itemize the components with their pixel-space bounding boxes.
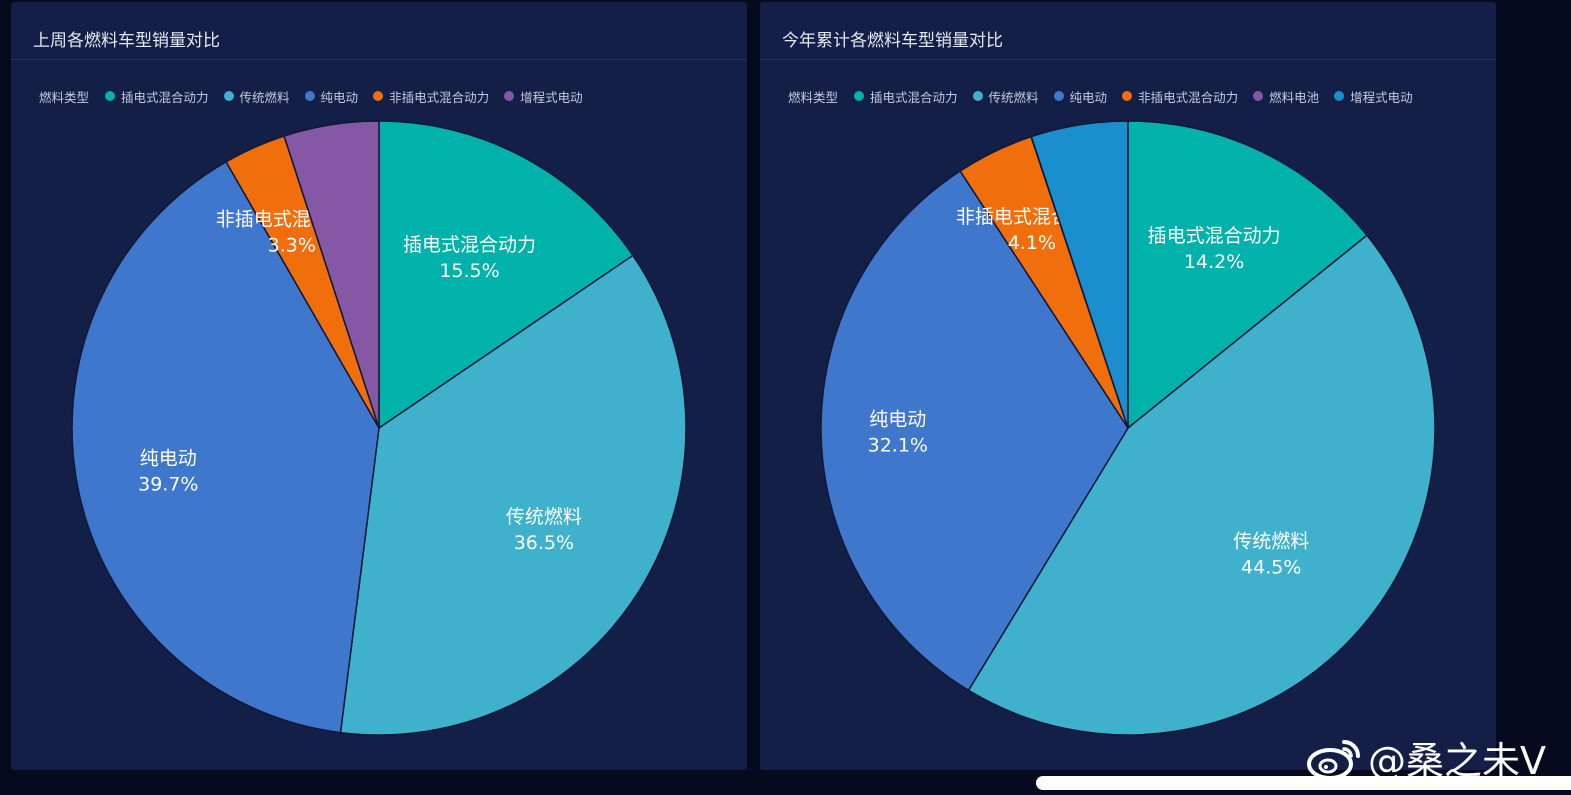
legend-item[interactable]: 传统燃料 [223,87,290,106]
slice-label-name: 纯电动 [869,409,926,431]
legend-label: 非插电式混合动力 [389,89,490,105]
legend-swatch [304,91,315,101]
legend-label: 非插电式混合动力 [1138,89,1239,105]
legend: 燃料类型 插电式混合动力 传统燃料 纯电动 非插电式混合动力 燃料电池 增程式电… [788,86,1428,106]
legend-label: 传统燃料 [239,89,290,105]
legend-swatch [1122,91,1133,101]
legend-item[interactable]: 增程式电动 [1334,87,1413,106]
legend-swatch [1053,91,1064,101]
legend-swatch [972,91,983,101]
legend-label: 纯电动 [320,89,359,105]
chart-title: 上周各燃料车型销量对比 [33,31,220,51]
legend-item[interactable]: 纯电动 [304,87,359,106]
legend-item[interactable]: 非插电式混合动力 [1122,87,1238,106]
weibo-icon [1307,739,1360,780]
slice-label-value: 4.1% [1008,232,1056,254]
legend-label: 传统燃料 [988,89,1039,105]
title-divider [11,59,747,60]
legend-item[interactable]: 插电式混合动力 [854,87,958,106]
legend-item[interactable]: 传统燃料 [972,87,1039,106]
legend-label: 插电式混合动力 [870,89,958,105]
pie-slice[interactable] [378,120,634,429]
slice-label-value: 44.5% [1241,556,1301,578]
slice-label-value: 36.5% [514,532,574,554]
legend: 燃料类型 插电式混合动力 传统燃料 纯电动 非插电式混合动力 增程式电动 [39,86,598,106]
legend-label: 增程式电动 [520,89,583,105]
title-divider [760,59,1496,60]
legend-title: 燃料类型 [788,89,839,105]
legend-label: 插电式混合动力 [121,89,209,105]
chart-title: 今年累计各燃料车型销量对比 [782,31,1003,51]
watermark-text: @桑之未V [1368,739,1546,783]
legend-title: 燃料类型 [39,89,90,105]
slice-label-name: 传统燃料 [506,506,582,528]
legend-item[interactable]: 插电式混合动力 [105,87,209,106]
watermark: @桑之未V [1306,730,1546,785]
pie-slice[interactable] [967,234,1436,736]
pie-chart-last-week: 插电式混合动力15.5%传统燃料36.5%纯电动39.7%非插电式混合动力3.3… [71,120,687,736]
legend-label: 增程式电动 [1350,89,1413,105]
legend-item[interactable]: 非插电式混合动力 [373,87,489,106]
pie-slice[interactable] [339,254,687,736]
chart-panel-year-to-date: 今年累计各燃料车型销量对比 燃料类型 插电式混合动力 传统燃料 纯电动 非插电式… [760,2,1496,770]
pie-slice[interactable] [1030,120,1129,429]
legend-swatch [1334,91,1345,101]
home-indicator-bar [1036,776,1571,790]
slice-label-value: 15.5% [439,260,499,282]
legend-swatch [504,91,515,101]
chart-panel-last-week: 上周各燃料车型销量对比 燃料类型 插电式混合动力 传统燃料 纯电动 非插电式混合… [11,2,747,770]
pie-slice[interactable] [283,120,380,429]
legend-swatch [854,91,865,101]
slice-label-name: 传统燃料 [1233,530,1309,552]
slice-label-value: 3.3% [268,235,316,257]
legend-swatch [223,91,234,101]
legend-swatch [1253,91,1264,101]
pie-chart-year-to-date: 插电式混合动力14.2%传统燃料44.5%纯电动32.1%非插电式混合动力4.1… [820,120,1436,736]
pie-slice[interactable] [1127,120,1368,429]
legend-swatch [373,91,384,101]
slice-label-name: 插电式混合动力 [403,234,536,256]
legend-item[interactable]: 增程式电动 [504,87,583,106]
legend-label: 燃料电池 [1269,89,1320,105]
legend-item[interactable]: 纯电动 [1053,87,1108,106]
slice-label-name: 纯电动 [140,447,197,469]
slice-label-name: 插电式混合动力 [1148,225,1281,247]
legend-label: 纯电动 [1069,89,1108,105]
legend-item[interactable]: 燃料电池 [1253,87,1319,106]
slice-label-value: 14.2% [1184,251,1244,273]
legend-swatch [105,91,116,101]
pie-slice[interactable] [820,170,1129,692]
slice-label-value: 32.1% [868,435,928,457]
slice-label-value: 39.7% [138,473,198,495]
pie-slice[interactable] [71,161,380,734]
